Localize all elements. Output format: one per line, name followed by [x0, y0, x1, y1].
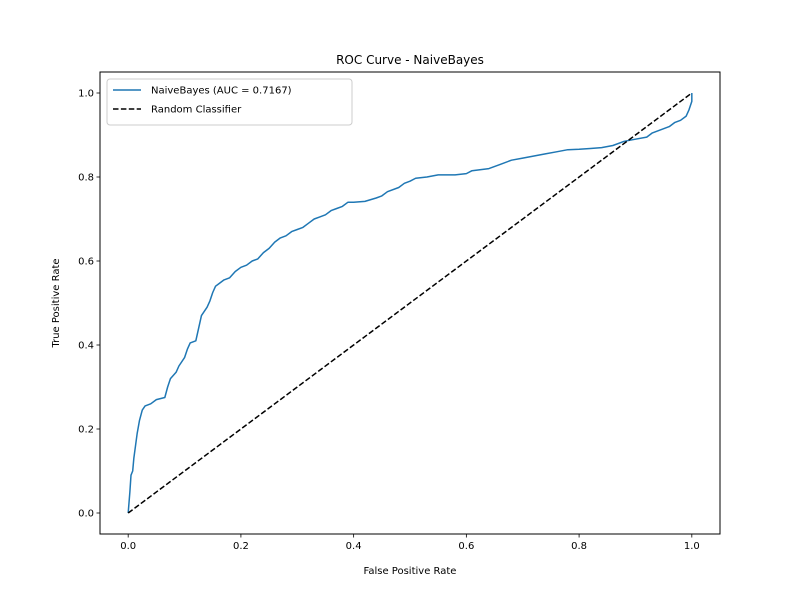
plot-area [99, 71, 721, 535]
y-tick-label: 0.8 [78, 173, 94, 184]
x-axis-title: False Positive Rate [364, 566, 457, 577]
x-axis-ticks: 0.0 0.2 0.4 0.6 0.8 1.0 [120, 534, 700, 552]
x-tick-label: 0.6 [458, 541, 474, 552]
legend-entries: NaiveBayes (AUC = 0.7167) Random Classifi… [113, 86, 292, 116]
y-tick-label: 0.6 [78, 257, 94, 268]
series-line-0 [127, 93, 693, 514]
y-axis-title: True Positive Rate [51, 258, 62, 348]
x-tick-label: 0.8 [571, 541, 587, 552]
chart-title: ROC Curve - NaiveBayes [336, 53, 484, 67]
legend-label-0: NaiveBayes (AUC = 0.7167) [151, 86, 292, 97]
legend-label-1: Random Classifier [151, 105, 242, 116]
y-tick-label: 0.4 [78, 341, 94, 352]
y-tick-label: 0.2 [78, 425, 94, 436]
y-axis-ticks: 0.0 0.2 0.4 0.6 0.8 1.0 [78, 89, 100, 520]
legend-box [106, 78, 353, 126]
y-tick-label: 0.0 [78, 509, 94, 520]
legend: NaiveBayes (AUC = 0.7167) Random Classifi… [106, 78, 353, 126]
series-layer [127, 92, 693, 514]
plot-frame [99, 71, 721, 535]
x-tick-label: 0.4 [346, 541, 362, 552]
series-line-1 [127, 92, 693, 514]
x-tick-label: 0.0 [120, 541, 136, 552]
y-tick-label: 1.0 [78, 89, 94, 100]
x-tick-label: 0.2 [233, 541, 249, 552]
x-tick-label: 1.0 [684, 541, 700, 552]
